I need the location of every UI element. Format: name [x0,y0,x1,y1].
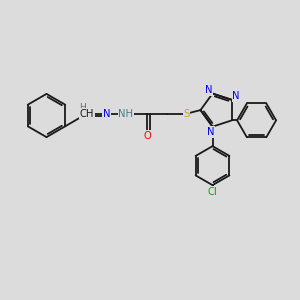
Text: N: N [205,85,212,95]
Text: N: N [207,127,215,137]
Text: NH: NH [118,109,133,119]
Text: N: N [232,91,240,101]
Text: O: O [143,130,151,141]
Text: N: N [103,109,110,119]
Text: S: S [183,109,190,119]
Text: H: H [79,103,86,112]
Text: CH: CH [80,109,94,119]
Text: Cl: Cl [208,187,218,197]
